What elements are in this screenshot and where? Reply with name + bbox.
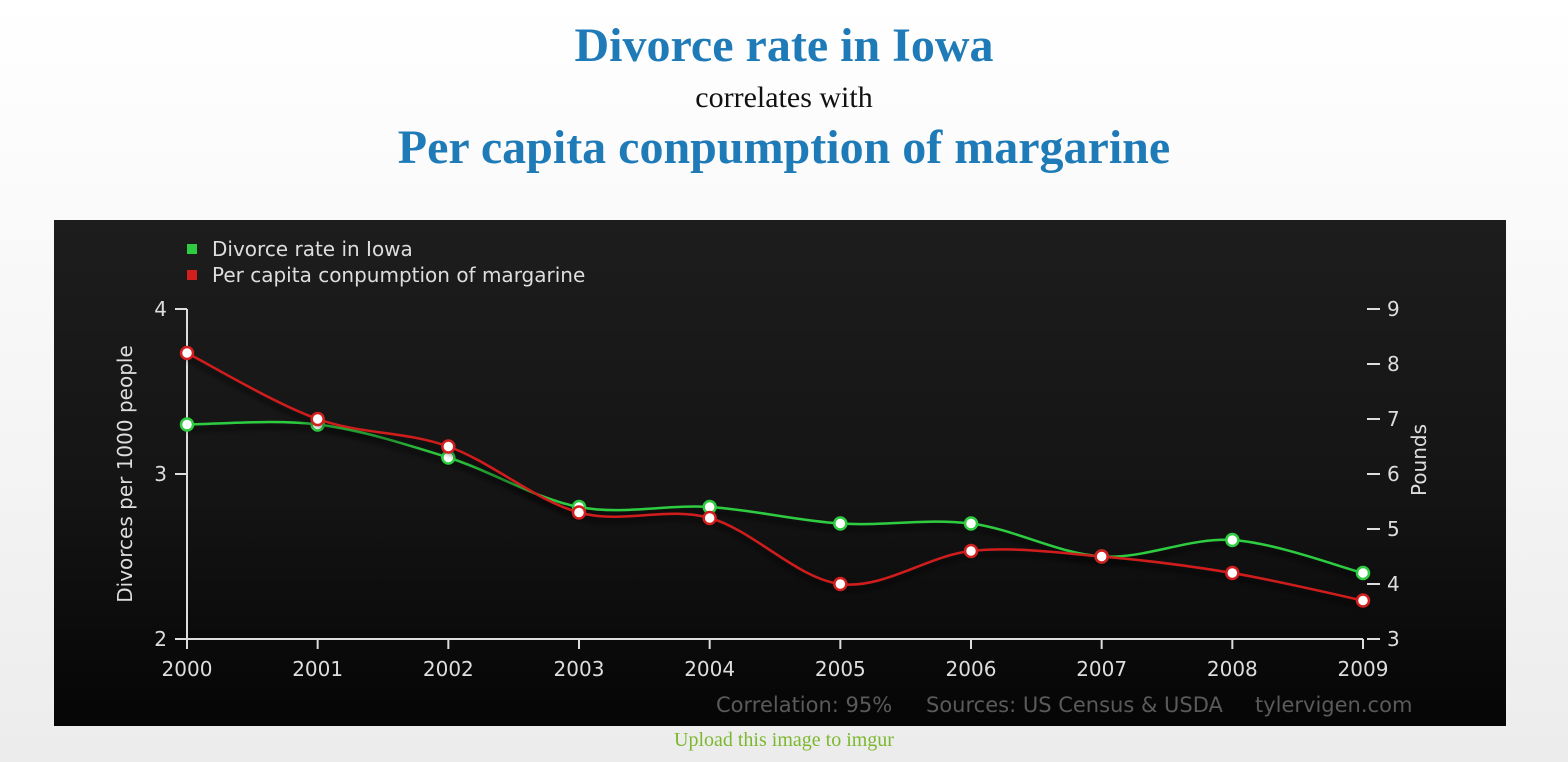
data-point bbox=[571, 505, 587, 520]
y-tick-label: 4 bbox=[154, 297, 167, 321]
y-tick-label: 2 bbox=[154, 627, 167, 651]
chart-svg: 2 3 4 Divorces per 1000 people 2000 2001 2002 2… bbox=[113, 237, 1431, 717]
x-tick-label: 2003 bbox=[554, 657, 605, 681]
x-tick-label: 2008 bbox=[1207, 657, 1258, 681]
data-point bbox=[1094, 549, 1109, 564]
chart-panel: 2 3 4 Divorces per 1000 people 2000 2001 2002 2… bbox=[54, 220, 1506, 726]
series-line bbox=[186, 420, 1364, 575]
y-axis-title: Divorces per 1000 people bbox=[113, 345, 137, 603]
data-point bbox=[1355, 593, 1371, 608]
data-point bbox=[1225, 532, 1240, 548]
series-divorce-rate bbox=[179, 417, 1371, 581]
data-point bbox=[833, 576, 848, 592]
y2-tick-label: 7 bbox=[1387, 407, 1400, 431]
y-tick-label: 3 bbox=[154, 462, 167, 486]
x-tick-label: 2007 bbox=[1076, 657, 1127, 681]
sources-text: Sources: US Census & USDA bbox=[926, 693, 1224, 717]
legend-label: Per capita conpumption of margarine bbox=[212, 263, 585, 287]
x-tick-label: 2001 bbox=[292, 657, 343, 681]
data-point bbox=[310, 411, 325, 427]
y2-tick-label: 5 bbox=[1387, 517, 1400, 541]
legend-item: Per capita conpumption of margarine bbox=[187, 263, 585, 287]
data-point bbox=[963, 543, 979, 559]
y2-tick-label: 3 bbox=[1387, 627, 1400, 651]
y2-tick-label: 9 bbox=[1387, 297, 1400, 321]
data-point bbox=[963, 516, 979, 531]
title-connector: correlates with bbox=[695, 81, 873, 114]
data-point bbox=[1225, 565, 1240, 581]
data-point bbox=[702, 510, 717, 526]
series-layer bbox=[179, 345, 1371, 608]
axes: 2 3 4 Divorces per 1000 people 2000 2001 2002 2… bbox=[113, 297, 1431, 681]
data-point bbox=[441, 439, 456, 454]
y2-tick-label: 4 bbox=[1387, 572, 1400, 596]
series-line bbox=[186, 351, 1364, 602]
y2-axis-title: Pounds bbox=[1407, 424, 1431, 496]
upload-link[interactable]: Upload this image to imgur bbox=[674, 729, 894, 751]
chart-footer: Correlation: 95% Sources: US Census & USD… bbox=[716, 693, 1412, 717]
data-point bbox=[1355, 565, 1371, 581]
x-tick-label: 2009 bbox=[1338, 657, 1389, 681]
chart-title: Divorce rate in Iowa bbox=[574, 19, 994, 72]
y2-tick-label: 8 bbox=[1387, 352, 1400, 376]
data-point bbox=[179, 417, 195, 432]
y2-tick-label: 6 bbox=[1387, 462, 1400, 486]
correlation-text: Correlation: 95% bbox=[716, 693, 892, 717]
data-point bbox=[833, 516, 848, 531]
legend-swatch bbox=[187, 270, 197, 280]
series-margarine bbox=[179, 345, 1371, 608]
x-tick-label: 2000 bbox=[162, 657, 213, 681]
legend-label: Divorce rate in Iowa bbox=[212, 237, 413, 261]
x-tick-label: 2004 bbox=[684, 657, 735, 681]
legend-swatch bbox=[187, 244, 197, 254]
site-text: tylervigen.com bbox=[1255, 693, 1412, 717]
x-tick-label: 2002 bbox=[423, 657, 474, 681]
x-tick-label: 2006 bbox=[946, 657, 997, 681]
x-tick-label: 2005 bbox=[815, 657, 866, 681]
chart-subtitle: Per capita conpumption of margarine bbox=[397, 121, 1171, 174]
data-point bbox=[179, 345, 195, 361]
legend-item: Divorce rate in Iowa bbox=[187, 237, 413, 261]
